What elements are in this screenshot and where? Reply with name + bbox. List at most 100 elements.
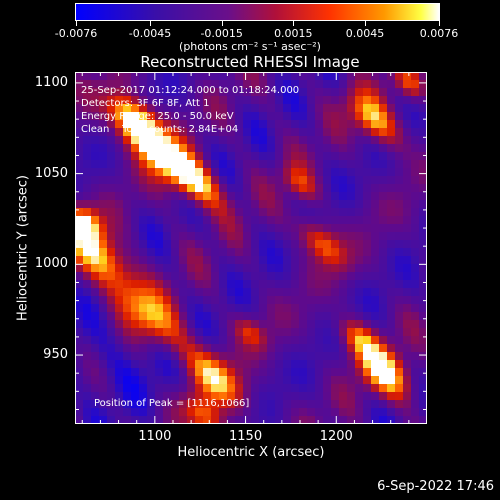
image-cell — [291, 176, 299, 184]
image-cell — [347, 224, 355, 232]
image-cell — [107, 168, 115, 176]
image-cell — [283, 256, 291, 264]
image-cell — [203, 256, 211, 264]
image-cell — [195, 304, 203, 312]
image-cell — [291, 312, 299, 320]
image-cell — [243, 160, 251, 168]
image-cell — [203, 264, 211, 272]
image-cell — [395, 168, 403, 176]
image-cell — [75, 368, 83, 376]
image-cell — [195, 328, 203, 336]
image-cell — [371, 200, 379, 208]
image-cell — [139, 128, 147, 136]
image-cell — [75, 320, 83, 328]
image-cell — [91, 368, 99, 376]
image-cell — [299, 240, 307, 248]
image-cell — [283, 144, 291, 152]
image-cell — [211, 232, 219, 240]
image-cell — [195, 248, 203, 256]
image-cell — [227, 104, 235, 112]
image-cell — [299, 360, 307, 368]
image-cell — [251, 360, 259, 368]
image-cell — [179, 184, 187, 192]
image-cell — [395, 408, 403, 416]
image-cell — [323, 184, 331, 192]
image-cell — [291, 296, 299, 304]
image-cell — [187, 176, 195, 184]
image-cell — [387, 112, 395, 120]
image-cell — [411, 88, 419, 96]
image-cell — [211, 80, 219, 88]
image-cell — [299, 192, 307, 200]
image-cell — [131, 136, 139, 144]
image-cell — [171, 296, 179, 304]
image-cell — [211, 312, 219, 320]
image-cell — [411, 376, 419, 384]
image-cell — [299, 216, 307, 224]
image-cell — [115, 152, 123, 160]
image-cell — [99, 368, 107, 376]
image-cell — [243, 344, 251, 352]
image-cell — [171, 216, 179, 224]
image-cell — [91, 176, 99, 184]
image-cell — [147, 264, 155, 272]
image-cell — [147, 368, 155, 376]
image-cell — [115, 272, 123, 280]
image-cell — [291, 72, 299, 80]
image-cell — [83, 256, 91, 264]
image-cell — [283, 88, 291, 96]
image-cell — [387, 320, 395, 328]
image-cell — [227, 368, 235, 376]
image-cell — [147, 376, 155, 384]
image-cell — [379, 352, 387, 360]
image-cell — [395, 160, 403, 168]
image-cell — [227, 120, 235, 128]
image-cell — [315, 352, 323, 360]
image-cell — [187, 200, 195, 208]
image-cell — [99, 72, 107, 80]
image-cell — [323, 192, 331, 200]
image-cell — [243, 144, 251, 152]
image-cell — [235, 360, 243, 368]
image-cell — [363, 280, 371, 288]
image-cell — [355, 96, 363, 104]
image-cell — [283, 320, 291, 328]
colorbar-tick — [76, 21, 77, 26]
image-cell — [163, 376, 171, 384]
image-cell — [227, 304, 235, 312]
image-cell — [163, 408, 171, 416]
image-cell — [387, 120, 395, 128]
image-cell — [379, 328, 387, 336]
image-cell — [75, 160, 83, 168]
image-cell — [323, 112, 331, 120]
image-cell — [123, 280, 131, 288]
x-tick-label: 1200 — [319, 429, 353, 444]
image-cell — [155, 128, 163, 136]
image-cell — [155, 80, 163, 88]
image-cell — [235, 304, 243, 312]
image-cell — [339, 288, 347, 296]
image-cell — [107, 200, 115, 208]
image-cell — [171, 264, 179, 272]
image-cell — [267, 136, 275, 144]
image-cell — [307, 168, 315, 176]
image-cell — [107, 336, 115, 344]
image-cell — [187, 312, 195, 320]
image-cell — [99, 384, 107, 392]
image-cell — [155, 344, 163, 352]
image-cell — [331, 328, 339, 336]
image-cell — [211, 352, 219, 360]
image-cell — [171, 112, 179, 120]
image-cell — [419, 72, 427, 80]
image-cell — [195, 72, 203, 80]
image-cell — [379, 400, 387, 408]
image-cell — [155, 336, 163, 344]
image-cell — [275, 168, 283, 176]
image-cell — [331, 240, 339, 248]
image-cell — [203, 344, 211, 352]
image-cell — [195, 208, 203, 216]
image-cell — [195, 192, 203, 200]
image-cell — [267, 360, 275, 368]
image-cell — [347, 96, 355, 104]
image-cell — [267, 304, 275, 312]
